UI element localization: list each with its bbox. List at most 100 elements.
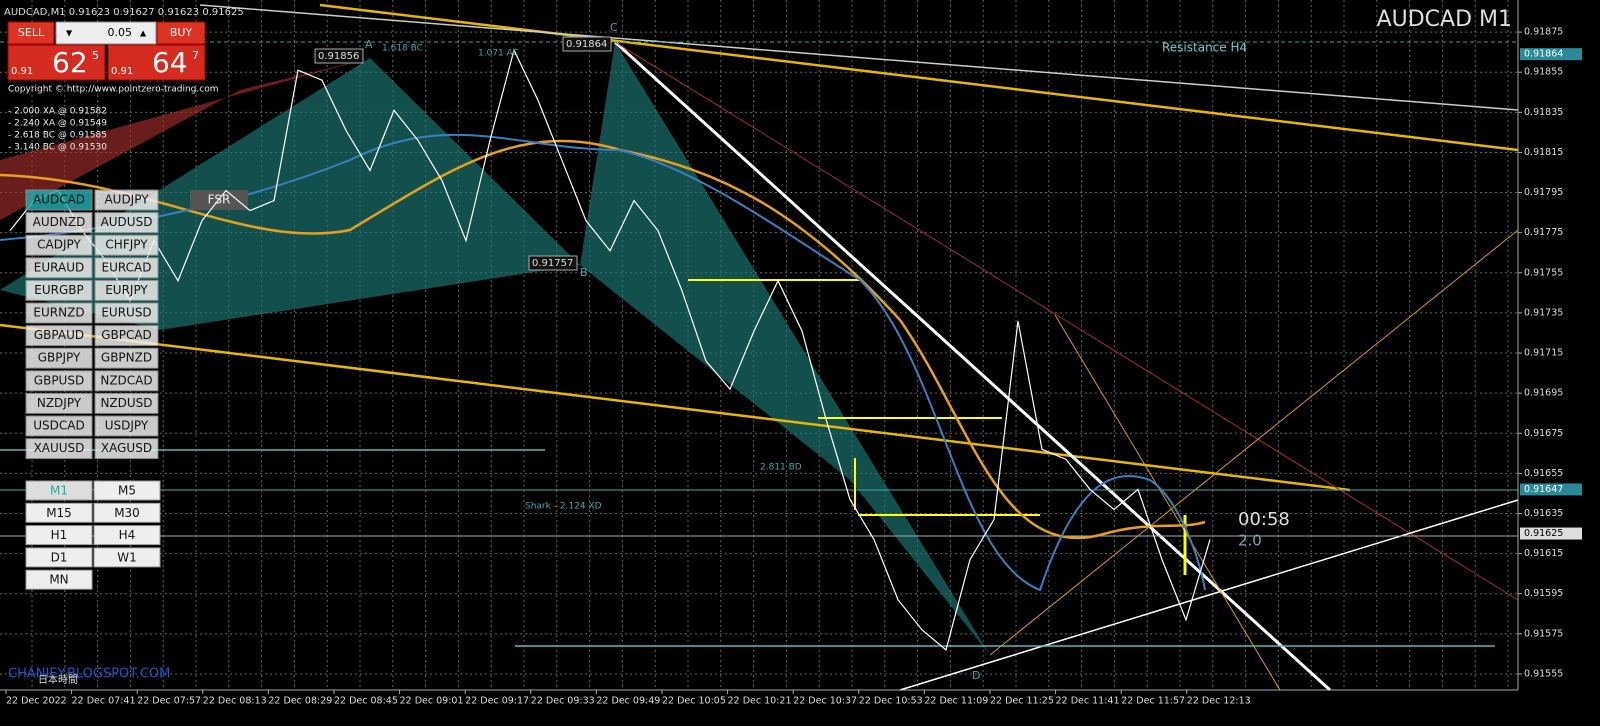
timeframe-button[interactable]: M15 [25, 502, 93, 523]
symbol-button[interactable]: EURUSD [94, 302, 159, 324]
button-label: AUDCAD [33, 193, 85, 207]
symbol-button[interactable]: GBPAUD [25, 325, 93, 347]
symbol-button[interactable]: AUDCAD [25, 189, 93, 211]
button-bg [25, 347, 93, 369]
symbol-button[interactable]: GBPUSD [25, 370, 93, 392]
button-label: M15 [46, 506, 72, 520]
trendline [613, 40, 1332, 692]
button-bg [25, 279, 93, 301]
price-button[interactable]: 0.91 62 5 [7, 44, 106, 81]
trade-panel: SELL BUY 0.05 ▼ ▲ 0.91 62 5 0.91 64 7 [7, 21, 206, 81]
symbol-button[interactable]: AUDUSD [94, 212, 159, 234]
symbol-button[interactable]: EURCAD [94, 257, 159, 279]
y-tick-label: 0.91715 [1524, 348, 1563, 359]
price-label: 0.91625 [1520, 527, 1582, 540]
symbol-button[interactable]: USDJPY [94, 415, 159, 437]
button-bg [93, 502, 161, 523]
symbol-button[interactable]: EURJPY [94, 279, 159, 301]
button-label: EURNZD [33, 306, 84, 320]
x-tick-label: 22 Dec 07:57 [137, 696, 201, 707]
info-line: - 3.140 BC @ 0.91530 [8, 143, 107, 153]
price-prefix: 0.91 [111, 66, 133, 77]
annotation: 日本時間 [38, 673, 78, 686]
y-tick-label: 0.91875 [1524, 27, 1563, 38]
button-bg [93, 525, 161, 546]
y-tick-label: 0.91775 [1524, 227, 1563, 238]
button-label: D1 [51, 550, 68, 564]
timeframe-button[interactable]: H1 [25, 525, 93, 546]
x-tick-label: 22 Dec 12:13 [1187, 696, 1251, 707]
timeframe-button[interactable]: M1 [25, 480, 93, 501]
y-tick-label: 0.91575 [1524, 628, 1563, 639]
price-button[interactable]: 0.91 64 7 [107, 44, 206, 81]
timeframe-button[interactable]: D1 [25, 547, 93, 568]
x-tick-label: 22 Dec 09:49 [596, 696, 660, 707]
button-bg [94, 392, 159, 414]
timer: 00:58 [1238, 509, 1290, 530]
button-label: GBPCAD [101, 328, 152, 342]
y-tick-label: 0.91815 [1524, 147, 1563, 158]
button-bg [25, 370, 93, 392]
symbol-button[interactable]: NZDCAD [94, 370, 159, 392]
timeframe-button[interactable]: M5 [93, 480, 161, 501]
symbol-button[interactable]: AUDJPY [94, 189, 159, 211]
symbol-button[interactable]: CHFJPY [94, 234, 159, 256]
y-tick-label: 0.91555 [1524, 668, 1563, 679]
button-label: M5 [118, 484, 136, 498]
symbol-button[interactable]: EURGBP [25, 279, 93, 301]
symbol-button[interactable]: XAGUSD [94, 438, 159, 460]
timeframe-button[interactable]: W1 [93, 547, 161, 568]
x-tick-label: 22 Dec 10:21 [728, 696, 792, 707]
button-label: AUDJPY [104, 193, 149, 207]
symbol-button[interactable]: CADJPY [25, 234, 93, 256]
button-label: SELL [18, 26, 45, 39]
sell-button[interactable]: SELL [7, 21, 55, 45]
info-line: - 2.240 XA @ 0.91549 [8, 119, 107, 129]
x-tick-label: 22 Dec 11:41 [1056, 696, 1120, 707]
symbol-button[interactable]: AUDNZD [25, 212, 93, 234]
button-bg [94, 257, 159, 279]
y-tick-label: 0.91675 [1524, 428, 1563, 439]
x-tick-label: 22 Dec 08:45 [334, 696, 398, 707]
button-label: EURGBP [34, 283, 83, 297]
timeframe-button[interactable]: M30 [93, 502, 161, 523]
x-tick-label: 22 Dec 08:13 [203, 696, 267, 707]
x-tick-label: 22 Dec 10:05 [662, 696, 726, 707]
button-bg [25, 189, 93, 211]
symbol-button[interactable]: EURAUD [25, 257, 93, 279]
button-bg [25, 325, 93, 347]
info-line: - 2.000 XA @ 0.91582 [8, 107, 107, 117]
buy-button[interactable]: BUY [156, 21, 206, 45]
symbol-button[interactable]: XAUUSD [25, 438, 93, 460]
symbol-button[interactable]: GBPNZD [94, 347, 159, 369]
x-tick-label: 22 Dec 11:25 [990, 696, 1054, 707]
symbol-button[interactable]: GBPJPY [25, 347, 93, 369]
timeframe-button[interactable]: H4 [93, 525, 161, 546]
annotation: 0.91864 [566, 39, 607, 50]
button-label: USDJPY [105, 419, 149, 433]
button-bg [25, 480, 93, 501]
symbol-button[interactable]: USDCAD [25, 415, 93, 437]
button-bg [25, 212, 93, 234]
button-label: H4 [119, 528, 136, 542]
y-tick-label: 0.91755 [1524, 267, 1563, 278]
timeframe-button[interactable]: MN [25, 569, 93, 590]
annotation: CHANIEY.BLOGSPOT.COM [8, 667, 170, 682]
spin: ▲ [140, 29, 147, 38]
symbol-button[interactable]: NZDJPY [25, 392, 93, 414]
trendline [989, 229, 1519, 656]
button-label: GBPJPY [38, 351, 81, 365]
x-tick-label: 22 Dec 11:09 [924, 696, 988, 707]
annotation: B [580, 266, 588, 279]
moving-average [0, 139, 1206, 540]
symbol-button[interactable]: EURNZD [25, 302, 93, 324]
input-bg [55, 21, 157, 45]
price-line [9, 48, 1211, 651]
symbol-button[interactable]: GBPCAD [94, 325, 159, 347]
button-bg [107, 44, 206, 81]
button-bg [94, 415, 159, 437]
symbol-button[interactable]: NZDUSD [94, 392, 159, 414]
lot-input[interactable]: 0.05 ▼ ▲ [55, 21, 157, 45]
